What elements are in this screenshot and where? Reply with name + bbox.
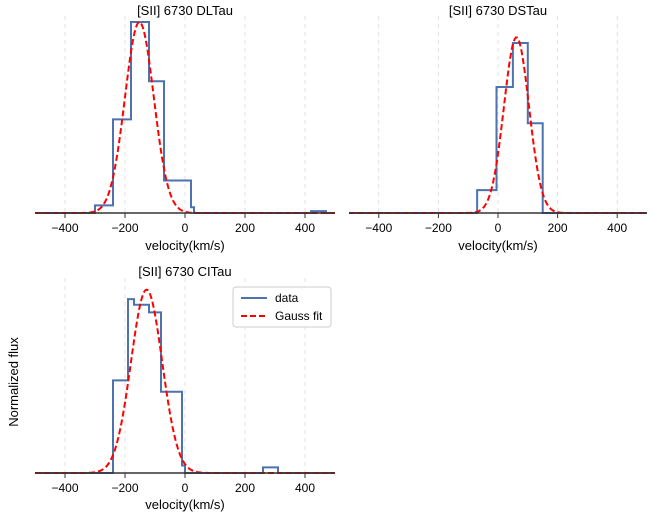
panel-dstau: −400 −200 0 200 400 [SII] 6730 DSTau velocity(…: [349, 3, 647, 253]
x-tick-label: −200: [425, 221, 452, 235]
x-tick-label: 0: [495, 221, 502, 235]
legend-data-label: data: [275, 291, 299, 305]
x-tick-label: 400: [295, 221, 315, 235]
x-axis-label: velocity(km/s): [145, 238, 224, 253]
x-axis-label: velocity(km/s): [145, 497, 224, 512]
x-tick-label: 200: [235, 221, 255, 235]
x-tick-label: 0: [182, 481, 189, 495]
legend-fit-label: Gauss fit: [275, 309, 323, 323]
figure-ylabel: Normalized flux: [6, 337, 21, 427]
x-axis-label: velocity(km/s): [458, 238, 537, 253]
x-tick-label: 200: [548, 221, 568, 235]
x-tick-label: −400: [51, 221, 78, 235]
x-tick-label: 0: [182, 221, 189, 235]
x-tick-label: −200: [111, 221, 138, 235]
data-step-line: [349, 42, 647, 214]
x-tick-label: 400: [607, 221, 627, 235]
legend: data Gauss fit: [232, 286, 332, 328]
panel-dltau: −400 −200 0 200 400 [SII] 6730 DLTau velocity(…: [35, 3, 335, 253]
x-tick-label: 400: [295, 481, 315, 495]
panel-title: [SII] 6730 DLTau: [137, 3, 233, 18]
x-tick-label: −400: [51, 481, 78, 495]
panel-title: [SII] 6730 CITau: [138, 264, 231, 279]
x-tick-label: −400: [365, 221, 392, 235]
panel-title: [SII] 6730 DSTau: [449, 3, 547, 18]
panel-citau: −400 −200 0 200 400 [SII] 6730 CITau velocity(…: [35, 264, 335, 512]
x-tick-label: −200: [111, 481, 138, 495]
x-tick-label: 200: [235, 481, 255, 495]
